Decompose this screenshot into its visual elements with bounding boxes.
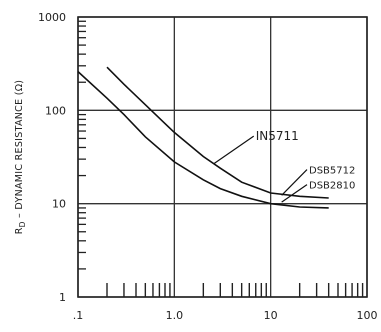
annotation-leader <box>282 170 307 196</box>
annotation-label: DSB5712 <box>309 166 355 177</box>
annotations: IN5711 DSB5712 DSB2810 <box>214 129 355 202</box>
x-tick-label: 1.0 <box>166 309 184 322</box>
annotation-label: DSB2810 <box>309 181 355 192</box>
annotation-leader <box>214 136 253 163</box>
x-tick-label: 10 <box>264 309 278 322</box>
y-tick-label: 100 <box>45 104 66 117</box>
annotation-label: IN5711 <box>256 129 299 143</box>
x-tick-label: .1 <box>73 309 84 322</box>
y-tick-label: 10 <box>52 198 66 211</box>
y-axis-label: RD – DYNAMIC RESISTANCE (Ω) <box>14 80 27 235</box>
y-tick-label: 1 <box>59 291 66 304</box>
y-tick-label: 1000 <box>38 11 66 24</box>
plot-frame <box>78 17 367 297</box>
annotation-leader <box>282 185 307 202</box>
y-axis-label-rest: – DYNAMIC RESISTANCE (Ω) <box>14 80 25 222</box>
x-tick-label: 100 <box>357 309 378 322</box>
grid <box>78 17 367 297</box>
